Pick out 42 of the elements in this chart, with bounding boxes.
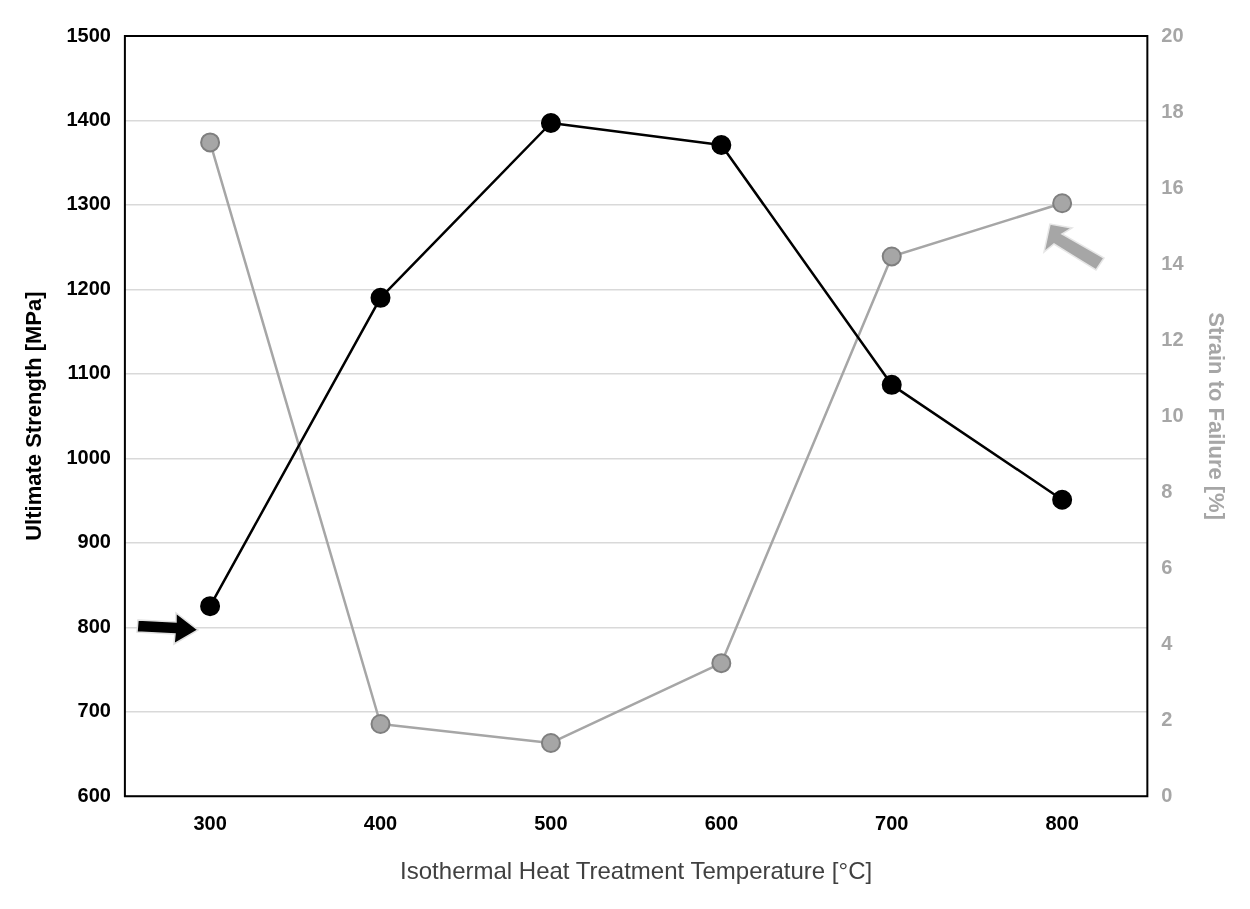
y2-axis-title: Strain to Failure [%]	[1203, 312, 1229, 520]
y-tick-label: 1300	[66, 192, 111, 215]
point	[540, 113, 561, 133]
y2-tick-label: 18	[1161, 99, 1184, 122]
x-tick-label: 500	[534, 811, 568, 834]
x-tick-label: 400	[363, 811, 398, 834]
point	[540, 732, 561, 753]
y2-tick-label: 20	[1161, 23, 1184, 46]
y-tick-label: 700	[77, 699, 111, 722]
y2-tick-label: 6	[1161, 555, 1173, 578]
y2-tick-label: 10	[1161, 403, 1184, 426]
y-tick-label: 900	[77, 530, 111, 553]
x-tick-label: 700	[875, 811, 909, 834]
point	[711, 134, 732, 155]
point	[370, 287, 391, 308]
x-tick-label: 600	[704, 811, 739, 834]
y-tick-label: 1400	[66, 107, 111, 130]
point	[1052, 193, 1073, 214]
point	[200, 596, 221, 617]
y2-tick-label: 0	[1161, 783, 1173, 806]
y2-tick-label: 2	[1161, 707, 1173, 730]
y-tick-label: 600	[77, 783, 111, 806]
point	[370, 713, 391, 734]
y-tick-label: 800	[77, 614, 111, 637]
y2-tick-label: 12	[1161, 327, 1184, 350]
y-tick-label: 1200	[66, 276, 111, 299]
x-tick-label: 300	[193, 811, 227, 834]
x-axis-title: Isothermal Heat Treatment Temperature [°C]	[400, 857, 873, 885]
point	[881, 246, 902, 267]
y-tick-label: 1500	[66, 23, 111, 46]
y2-tick-label: 4	[1161, 631, 1174, 654]
y-tick-label: 1100	[67, 361, 111, 384]
point	[881, 374, 902, 395]
y-tick-label: 1000	[66, 445, 111, 468]
y-axis-title: Ultimate Strength [MPa]	[21, 291, 47, 541]
y2-tick-label: 14	[1161, 251, 1185, 274]
x-tick-label: 800	[1045, 811, 1079, 834]
point	[1052, 489, 1073, 510]
point	[200, 132, 221, 153]
y2-tick-label: 16	[1161, 175, 1184, 198]
point	[711, 653, 732, 674]
y2-tick-label: 8	[1161, 479, 1173, 502]
